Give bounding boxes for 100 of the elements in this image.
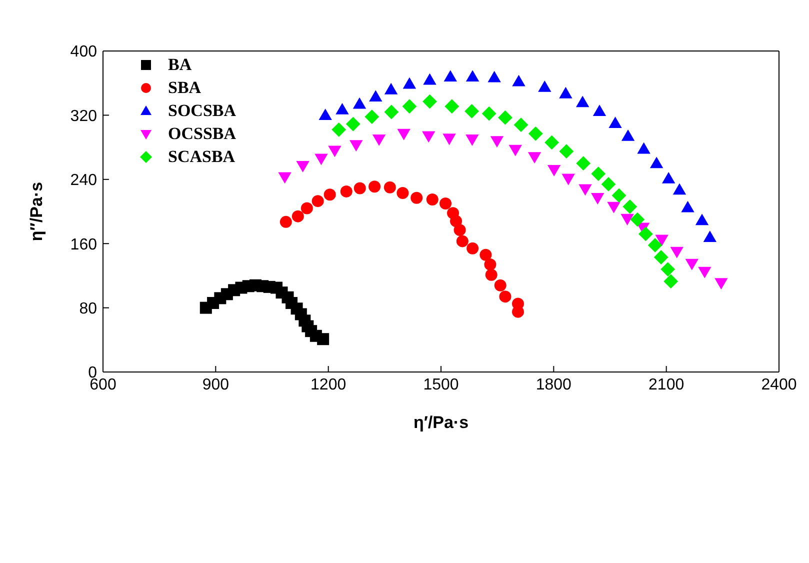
point	[314, 154, 328, 166]
point	[369, 90, 382, 102]
point	[450, 215, 462, 228]
x-tick-label: 1200	[310, 376, 346, 394]
legend-label: SCASBA	[168, 146, 236, 166]
point	[480, 248, 492, 261]
point	[466, 134, 479, 146]
point	[324, 188, 336, 201]
point	[662, 172, 676, 184]
point	[601, 177, 616, 192]
x-tick-label: 1800	[536, 376, 572, 394]
point	[354, 182, 366, 194]
point	[336, 102, 349, 114]
point	[608, 116, 622, 128]
point	[630, 212, 645, 227]
point	[464, 104, 479, 118]
point	[292, 210, 304, 222]
point	[484, 258, 496, 270]
point	[444, 99, 460, 114]
x-tick-label: 2100	[648, 376, 684, 394]
point	[612, 188, 626, 203]
point	[280, 216, 292, 228]
x-tick-label: 2400	[761, 376, 797, 394]
point	[317, 333, 330, 346]
y-tick-label: 240	[70, 172, 98, 190]
point	[547, 164, 561, 176]
point	[655, 234, 668, 246]
point	[622, 199, 638, 214]
point	[512, 74, 526, 86]
point	[559, 144, 574, 159]
point	[544, 135, 559, 150]
y-tick-label: 160	[70, 236, 98, 254]
point	[498, 110, 512, 125]
point	[559, 86, 572, 98]
point	[528, 126, 543, 141]
point	[664, 274, 678, 289]
point	[384, 82, 398, 94]
point	[372, 134, 386, 146]
point	[592, 104, 606, 116]
point	[514, 118, 528, 132]
point	[396, 187, 409, 200]
point	[384, 181, 396, 194]
legend-label: OCSSBA	[168, 124, 236, 144]
point	[578, 184, 592, 196]
point	[482, 106, 496, 121]
point	[576, 96, 590, 108]
y-tick-label: 400	[70, 44, 98, 61]
point	[340, 185, 352, 198]
point	[296, 160, 310, 172]
point	[426, 193, 438, 206]
point	[490, 136, 504, 148]
point	[528, 152, 542, 164]
point	[660, 262, 676, 276]
point	[499, 290, 512, 303]
x-axis-title: η′/Pa·s	[413, 413, 469, 432]
point	[591, 166, 606, 181]
point	[638, 226, 653, 242]
point	[332, 122, 346, 137]
x-tick-label: 1500	[423, 376, 459, 394]
point	[328, 146, 342, 158]
point	[562, 174, 575, 186]
legend-label: SBA	[168, 78, 202, 98]
point	[352, 97, 366, 109]
point	[312, 195, 324, 208]
point	[402, 99, 417, 114]
legend-label: SOCSBA	[168, 100, 236, 120]
point	[368, 180, 381, 193]
point	[318, 108, 332, 120]
point	[402, 77, 416, 89]
point	[278, 172, 292, 184]
point	[346, 116, 360, 132]
point	[410, 192, 423, 204]
point	[607, 202, 620, 214]
point	[695, 214, 709, 226]
point	[538, 80, 552, 92]
point	[637, 142, 650, 154]
point	[494, 279, 506, 292]
point	[648, 238, 662, 252]
point	[488, 70, 501, 82]
point	[456, 235, 468, 248]
y-tick-label: 320	[70, 108, 98, 125]
point	[672, 183, 686, 195]
point	[397, 128, 410, 140]
point	[714, 278, 728, 290]
point	[685, 258, 698, 270]
point	[620, 214, 634, 226]
point	[350, 140, 363, 152]
point	[444, 70, 457, 82]
point	[422, 131, 436, 143]
point	[300, 202, 313, 214]
point	[670, 246, 684, 258]
y-tick-label: 80	[79, 300, 98, 318]
y-axis-title: η″/Pa·s	[27, 182, 46, 242]
point	[442, 134, 456, 146]
point	[681, 200, 694, 212]
point	[466, 242, 479, 254]
point	[576, 156, 591, 171]
point	[703, 230, 716, 242]
point	[654, 250, 668, 264]
point	[698, 266, 712, 278]
